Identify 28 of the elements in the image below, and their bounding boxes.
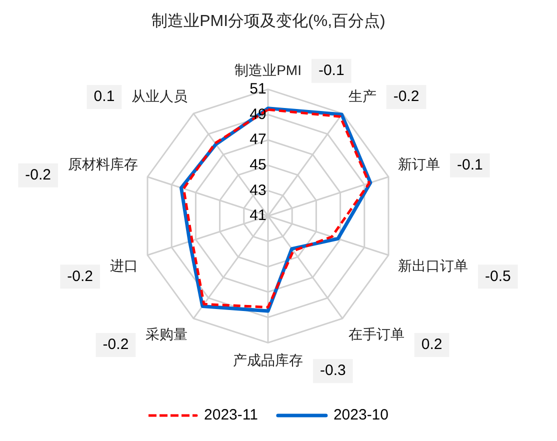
y-tick-label: 45 [250,156,266,174]
legend-label: 2023-10 [333,406,389,424]
y-tick-label: 41 [250,207,266,224]
y-tick-label: 47 [250,131,266,148]
text: -0.1 [456,156,483,174]
text: -0.2 [25,166,52,184]
y-tick-label: 51 [250,80,266,98]
chart-title: 制造业PMI分项及变化(%,百分点) [152,12,386,30]
legend-label: 2023-11 [204,406,258,424]
text: -0.2 [102,336,129,354]
text: -0.1 [318,62,344,80]
spoke-label: 新订单 [398,156,440,172]
text: -0.3 [320,362,346,380]
text: 0.1 [94,88,115,106]
spoke-label: 从业人员 [132,88,188,104]
text: -0.2 [393,88,420,106]
y-tick-label: 43 [250,182,266,199]
spoke-label: 制造业PMI [234,62,302,78]
spoke-label: 生产 [348,88,376,104]
spoke-label: 进口 [110,258,138,274]
text: -0.2 [67,268,94,285]
spoke-label: 在手订单 [348,326,404,342]
spoke-label: 新出口订单 [398,258,468,274]
spoke-label: 采购量 [146,326,188,342]
text: -0.5 [484,268,511,285]
spoke-label: 产成品库存 [233,352,303,368]
spoke-label: 原材料库存 [68,156,138,172]
text: 0.2 [421,336,442,354]
